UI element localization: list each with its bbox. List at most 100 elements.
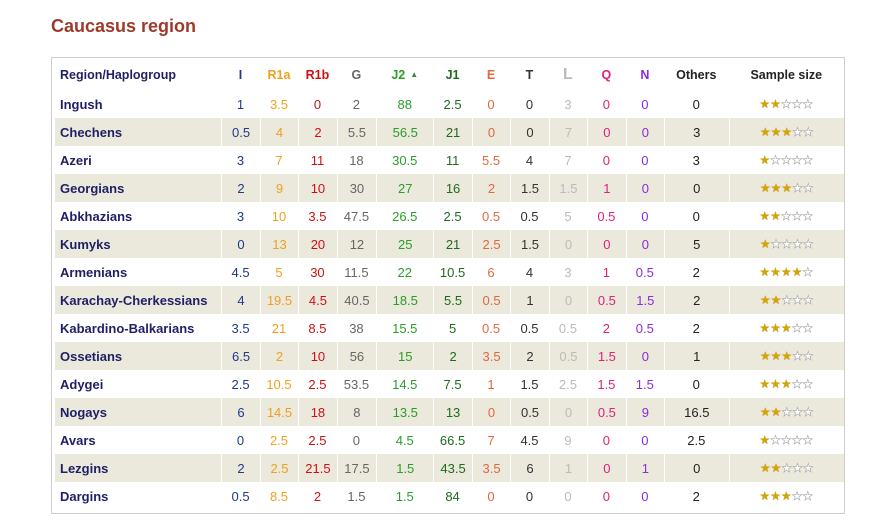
- region-name-cell: Azeri: [55, 146, 222, 174]
- column-header-others[interactable]: Others: [664, 60, 728, 90]
- column-header-i[interactable]: I: [221, 60, 259, 90]
- value-cell-r1a: 19.5: [259, 286, 299, 314]
- table-row: Avars 0 2.5 2.5 0 4.5 66.5 7 4.5 9 0 0 2.5 ★★★★★: [55, 426, 844, 454]
- star-filled-icon: ★: [759, 209, 771, 223]
- value-cell-r1a: 10: [259, 202, 299, 230]
- value-cell-r1b: 2.5: [298, 426, 337, 454]
- value-cell-others: 5: [664, 230, 729, 258]
- table-body: Ingush 1 3.5 0 2 88 2.5 0 0 3 0 0 0 ★★★★★ Chechens 0.5 4…: [55, 90, 844, 510]
- table-row: Chechens 0.5 4 2 5.5 56.5 21 0 0 7 0 0 3 ★★★★★: [55, 118, 844, 146]
- value-cell-j2: 13.5: [376, 398, 434, 426]
- star-empty-icon: ★: [792, 125, 803, 140]
- value-cell-j1: 2.5: [433, 202, 472, 230]
- column-header-e[interactable]: E: [472, 60, 510, 90]
- value-cell-q: 0: [587, 454, 626, 482]
- table-row: Kabardino-Balkarians 3.5 21 8.5 38 15.5 5 0.5 0.…: [55, 314, 844, 342]
- value-cell-g: 18: [336, 146, 377, 174]
- star-filled-icon: ★: [770, 405, 782, 419]
- value-cell-r1a: 2.5: [259, 426, 299, 454]
- value-cell-g: 2: [336, 90, 377, 118]
- star-filled-icon: ★: [781, 181, 793, 195]
- value-cell-j2: 1.5: [376, 454, 434, 482]
- column-header-r1a[interactable]: R1a: [260, 60, 298, 90]
- column-header-label: Q: [601, 68, 612, 82]
- value-cell-r1b: 10: [298, 174, 337, 202]
- table-row: Dargins 0.5 8.5 2 1.5 1.5 84 0 0 0 0 0 2 ★★★★★: [55, 482, 844, 510]
- star-filled-icon: ★: [759, 293, 771, 307]
- star-empty-icon: ★: [802, 153, 814, 168]
- column-header-n[interactable]: N: [626, 60, 664, 90]
- column-header-t[interactable]: T: [510, 60, 548, 90]
- value-cell-others: 2: [664, 286, 729, 314]
- star-filled-icon: ★: [759, 265, 771, 279]
- column-header-label: G: [351, 68, 362, 82]
- value-cell-t: 0: [510, 90, 549, 118]
- region-name-cell: Abkhazians: [55, 202, 222, 230]
- region-name-cell: Kabardino-Balkarians: [55, 314, 222, 342]
- value-cell-r1b: 10: [298, 342, 337, 370]
- value-cell-l: 0: [548, 230, 588, 258]
- value-cell-i: 2.5: [221, 370, 260, 398]
- value-cell-r1a: 2.5: [259, 454, 299, 482]
- star-filled-icon: ★: [759, 349, 771, 363]
- value-cell-l: 5: [548, 202, 588, 230]
- region-name-cell: Ingush: [55, 90, 222, 118]
- star-filled-icon: ★: [759, 461, 771, 475]
- value-cell-q: 1: [587, 174, 626, 202]
- value-cell-i: 4: [221, 286, 260, 314]
- value-cell-q: 0: [587, 230, 626, 258]
- column-header-q[interactable]: Q: [587, 60, 625, 90]
- value-cell-j1: 66.5: [433, 426, 472, 454]
- value-cell-g: 47.5: [336, 202, 377, 230]
- value-cell-others: 2: [664, 482, 729, 510]
- column-header-j1[interactable]: J1: [433, 60, 471, 90]
- value-cell-r1b: 18: [298, 398, 337, 426]
- column-header-r1b[interactable]: R1b: [298, 60, 336, 90]
- column-header-label: T: [525, 68, 534, 82]
- value-cell-r1a: 5: [259, 258, 299, 286]
- value-cell-l: 0: [548, 286, 588, 314]
- star-filled-icon: ★: [770, 461, 782, 475]
- star-filled-icon: ★: [791, 265, 803, 279]
- star-empty-icon: ★: [802, 293, 814, 308]
- star-empty-icon: ★: [781, 237, 793, 252]
- table-row: Nogays 6 14.5 18 8 13.5 13 0 0.5 0 0.5 9 16.5 ★★★★★: [55, 398, 844, 426]
- value-cell-r1b: 20: [298, 230, 337, 258]
- value-cell-g: 8: [336, 398, 377, 426]
- star-empty-icon: ★: [802, 209, 814, 224]
- value-cell-n: 9: [625, 398, 665, 426]
- value-cell-q: 0: [587, 90, 626, 118]
- star-empty-icon: ★: [792, 293, 803, 308]
- column-header-l[interactable]: L: [549, 60, 587, 90]
- column-header-sample[interactable]: Sample size: [729, 60, 845, 90]
- sample-size-rating: ★★★★★: [728, 482, 844, 510]
- value-cell-q: 0: [587, 146, 626, 174]
- value-cell-t: 0.5: [510, 202, 549, 230]
- value-cell-l: 3: [548, 258, 588, 286]
- region-name-cell: Dargins: [55, 482, 222, 510]
- sort-ascending-icon[interactable]: ▲: [410, 70, 419, 79]
- table-row: Azeri 3 7 11 18 30.5 11 5.5 4 7 0 0 3 ★★★★★: [55, 146, 844, 174]
- value-cell-n: 0.5: [625, 314, 665, 342]
- sample-size-rating: ★★★★★: [728, 230, 844, 258]
- value-cell-r1a: 21: [259, 314, 299, 342]
- value-cell-t: 0.5: [510, 398, 549, 426]
- value-cell-e: 3.5: [471, 454, 511, 482]
- value-cell-i: 6: [221, 398, 260, 426]
- star-empty-icon: ★: [770, 433, 781, 448]
- sample-size-rating: ★★★★★: [728, 146, 844, 174]
- value-cell-r1a: 9: [259, 174, 299, 202]
- value-cell-t: 6: [510, 454, 549, 482]
- star-filled-icon: ★: [759, 97, 771, 111]
- value-cell-n: 0: [625, 174, 665, 202]
- column-header-region[interactable]: Region/Haplogroup: [55, 60, 221, 90]
- column-header-g[interactable]: G: [337, 60, 377, 90]
- sample-size-rating: ★★★★★: [728, 202, 844, 230]
- value-cell-e: 5.5: [471, 146, 511, 174]
- value-cell-n: 0: [625, 202, 665, 230]
- column-header-j2[interactable]: J2 ▲: [376, 60, 433, 90]
- sample-size-rating: ★★★★★: [728, 426, 844, 454]
- value-cell-l: 9: [548, 426, 588, 454]
- value-cell-i: 0.5: [221, 482, 260, 510]
- value-cell-q: 2: [587, 314, 626, 342]
